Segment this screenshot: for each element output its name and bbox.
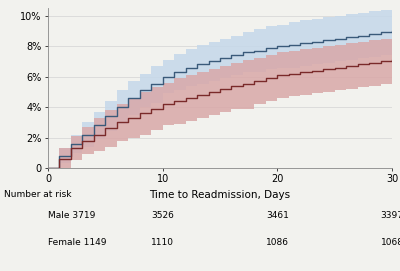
Text: Number at risk: Number at risk [4, 190, 72, 199]
Text: Female 1149: Female 1149 [48, 238, 106, 247]
Text: 1110: 1110 [151, 238, 174, 247]
Text: 1086: 1086 [266, 238, 289, 247]
X-axis label: Time to Readmission, Days: Time to Readmission, Days [150, 190, 290, 200]
Text: 3461: 3461 [266, 211, 289, 220]
Text: Male 3719: Male 3719 [48, 211, 95, 220]
Text: 3397: 3397 [380, 211, 400, 220]
Text: 1068: 1068 [380, 238, 400, 247]
Text: 3526: 3526 [151, 211, 174, 220]
